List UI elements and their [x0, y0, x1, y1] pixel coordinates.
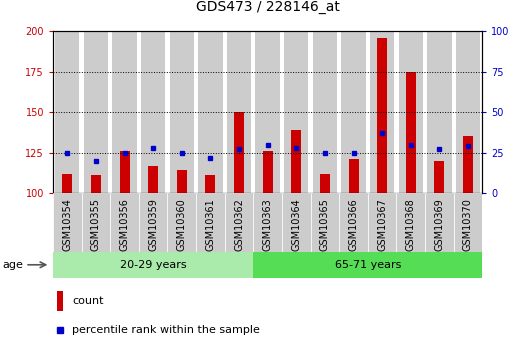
Bar	[313, 31, 337, 193]
Text: GSM10356: GSM10356	[120, 198, 129, 251]
Text: GSM10365: GSM10365	[320, 198, 330, 251]
Bar	[91, 175, 101, 193]
Bar	[53, 193, 82, 252]
Bar	[253, 193, 282, 252]
Bar	[253, 252, 482, 278]
Text: GSM10364: GSM10364	[292, 198, 301, 250]
Text: GSM10369: GSM10369	[435, 198, 444, 250]
Text: GDS473 / 228146_at: GDS473 / 228146_at	[196, 0, 340, 14]
Bar	[110, 193, 139, 252]
Bar	[255, 31, 280, 193]
Bar	[82, 193, 110, 252]
Text: 65-71 years: 65-71 years	[334, 260, 401, 270]
Bar	[148, 166, 158, 193]
Bar	[234, 112, 244, 193]
Text: GSM10355: GSM10355	[91, 198, 101, 251]
Bar	[112, 31, 137, 193]
Text: GSM10370: GSM10370	[463, 198, 473, 251]
Bar	[55, 31, 80, 193]
Text: age: age	[3, 260, 23, 270]
Bar	[53, 252, 253, 278]
Text: GSM10361: GSM10361	[206, 198, 215, 250]
Bar	[427, 31, 452, 193]
Bar	[84, 31, 108, 193]
Bar	[341, 31, 366, 193]
Text: GSM10366: GSM10366	[349, 198, 358, 250]
Bar	[396, 193, 425, 252]
Bar	[198, 31, 223, 193]
Bar	[63, 174, 72, 193]
Bar	[339, 193, 368, 252]
Text: count: count	[72, 296, 104, 306]
Text: GSM10363: GSM10363	[263, 198, 272, 250]
Bar	[206, 175, 215, 193]
Text: GSM10362: GSM10362	[234, 198, 244, 251]
Bar	[196, 193, 225, 252]
Bar	[399, 31, 423, 193]
Text: GSM10367: GSM10367	[377, 198, 387, 251]
Bar	[120, 151, 129, 193]
Text: GSM10359: GSM10359	[148, 198, 158, 251]
Bar	[227, 31, 251, 193]
Bar	[435, 161, 444, 193]
Text: percentile rank within the sample: percentile rank within the sample	[72, 325, 260, 335]
Bar	[454, 193, 482, 252]
Bar	[425, 193, 454, 252]
Bar	[177, 170, 187, 193]
Bar	[282, 193, 311, 252]
Bar	[167, 193, 196, 252]
Text: GSM10360: GSM10360	[177, 198, 187, 250]
Bar	[141, 31, 165, 193]
Bar	[349, 159, 358, 193]
Text: 20-29 years: 20-29 years	[120, 260, 187, 270]
Bar	[170, 31, 194, 193]
Text: GSM10354: GSM10354	[63, 198, 72, 251]
Bar	[311, 193, 339, 252]
Bar	[456, 31, 480, 193]
Bar	[320, 174, 330, 193]
Bar	[225, 193, 253, 252]
Bar	[377, 38, 387, 193]
Text: GSM10368: GSM10368	[406, 198, 416, 250]
Bar	[463, 136, 473, 193]
Bar	[284, 31, 308, 193]
Bar	[370, 31, 394, 193]
Bar	[57, 291, 63, 311]
Bar	[368, 193, 396, 252]
Bar	[406, 71, 416, 193]
Bar	[292, 130, 301, 193]
Bar	[263, 151, 272, 193]
Bar	[139, 193, 167, 252]
